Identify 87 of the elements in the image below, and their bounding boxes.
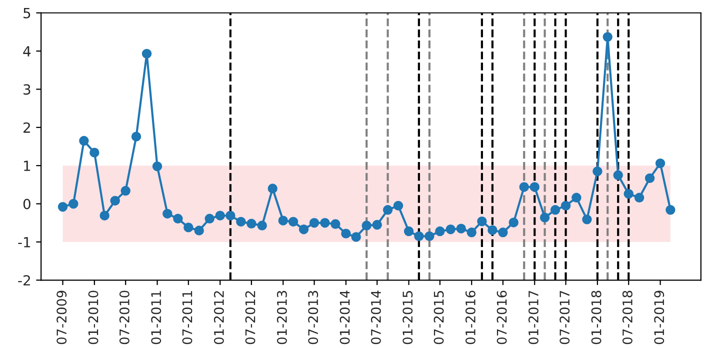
- point: [90, 148, 100, 158]
- x-tick-label: 07-2015: [434, 291, 444, 344]
- x-tick-label: 01-2012: [214, 291, 224, 344]
- point: [560, 200, 571, 211]
- x-tick-label: 07-2012: [245, 291, 256, 344]
- point: [613, 170, 623, 180]
- point: [288, 216, 298, 227]
- y-tick-label: 0: [23, 198, 30, 210]
- x-tick-label: 07-2010: [119, 290, 130, 344]
- point: [194, 226, 204, 236]
- point: [634, 192, 644, 203]
- point: [456, 224, 466, 234]
- point: [58, 202, 68, 212]
- point: [309, 218, 320, 228]
- point: [624, 188, 634, 199]
- point: [382, 205, 393, 215]
- x-tick-label: 01-2017: [528, 290, 538, 344]
- point: [278, 216, 288, 226]
- point: [393, 200, 404, 211]
- point: [341, 228, 351, 238]
- point: [152, 162, 162, 172]
- point: [162, 208, 172, 219]
- point: [666, 205, 676, 215]
- x-tick-label: 01-2013: [276, 290, 287, 344]
- point: [519, 182, 529, 192]
- point: [424, 231, 434, 242]
- point: [550, 205, 560, 215]
- point: [582, 214, 592, 224]
- y-tick-label: 1: [24, 160, 30, 171]
- point: [330, 219, 340, 229]
- point: [466, 228, 476, 238]
- point: [572, 192, 582, 203]
- point: [173, 214, 183, 224]
- point: [362, 220, 372, 230]
- y-tick-label: 4: [23, 46, 31, 56]
- x-tick-label: 07-2011: [182, 291, 192, 344]
- point: [351, 232, 361, 242]
- point: [215, 210, 225, 220]
- point: [226, 210, 236, 220]
- point: [446, 224, 456, 234]
- x-tick-label: 01-2014: [340, 290, 350, 344]
- point: [602, 32, 612, 42]
- y-tick-label: 5: [24, 8, 30, 18]
- point: [184, 222, 194, 232]
- x-tick-label: 07-2017: [560, 290, 570, 344]
- point: [592, 166, 602, 176]
- point: [404, 226, 414, 236]
- point: [257, 220, 267, 230]
- point: [79, 136, 89, 146]
- point: [655, 158, 666, 168]
- point: [268, 184, 278, 194]
- point: [142, 48, 152, 59]
- y-tick-label: -2: [18, 275, 30, 286]
- point: [540, 212, 550, 222]
- x-tick-label: 01-2018: [591, 290, 602, 344]
- point: [131, 132, 142, 142]
- point: [508, 218, 518, 228]
- x-tick-label: 01-2011: [151, 291, 162, 344]
- point: [320, 218, 330, 228]
- point: [68, 198, 78, 209]
- point: [644, 173, 655, 184]
- point: [477, 216, 487, 226]
- x-tick-label: 01-2015: [402, 291, 413, 344]
- x-tick-label: 07-2016: [496, 290, 507, 344]
- point: [246, 218, 256, 228]
- point: [530, 182, 540, 192]
- point: [298, 224, 309, 234]
- y-tick-label: 3: [24, 84, 30, 95]
- point: [236, 216, 246, 227]
- point: [498, 228, 508, 238]
- point: [120, 186, 130, 196]
- x-tick-label: 07-2014: [370, 290, 381, 344]
- x-tick-label: 07-2018: [622, 290, 632, 344]
- x-tick-label: 01-2019: [654, 290, 664, 344]
- point: [100, 210, 110, 220]
- x-tick-label: 07-2009: [56, 290, 67, 344]
- x-tick-label: 01-2016: [465, 290, 476, 344]
- point: [372, 220, 382, 230]
- point: [414, 231, 424, 242]
- y-tick-label: 2: [24, 122, 30, 133]
- point: [110, 196, 120, 206]
- x-tick-label: 07-2013: [308, 290, 318, 344]
- point: [488, 225, 498, 235]
- point: [204, 214, 214, 224]
- point: [435, 226, 445, 236]
- y-tick-label: -1: [18, 237, 30, 248]
- x-tick-label: 01-2010: [88, 290, 98, 344]
